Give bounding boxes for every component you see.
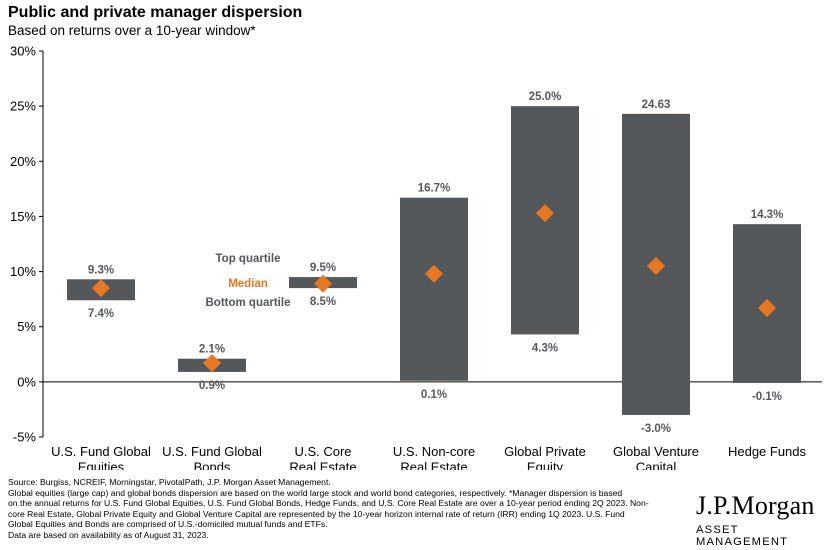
y-tick-label: 5% (17, 319, 36, 334)
legend-median: Median (228, 278, 268, 290)
range-bar (400, 197, 468, 381)
top-quartile-label: 14.3% (751, 209, 784, 221)
y-axis: 30% 25% 20% 15% 10% 5% 0% -5% (10, 44, 822, 445)
top-quartile-label: 16.7% (418, 183, 451, 195)
category-label: Real Estate (289, 460, 356, 471)
footnote-line: Source: Burgiss, NCREIF, Morningstar, Pi… (8, 477, 331, 487)
median-marker (314, 274, 332, 293)
logo-main-text: J.P.Morgan (696, 491, 815, 520)
median-marker (92, 279, 110, 298)
top-quartile-label: 9.5% (310, 262, 336, 274)
category-label: Bonds (194, 460, 231, 471)
top-quartile-label: 25.0% (529, 91, 562, 103)
jpmorgan-logo: J.P.Morgan ASSET MANAGEMENT (696, 491, 826, 549)
median-marker (758, 298, 776, 317)
y-tick-label: 25% (10, 99, 36, 114)
logo-sub-text: ASSET MANAGEMENT (696, 524, 789, 548)
category-label: Hedge Funds (728, 444, 807, 459)
bottom-quartile-label: 0.1% (421, 389, 447, 401)
top-quartile-label: 24.63 (642, 99, 671, 111)
legend-bottom-quartile: Bottom quartile (206, 297, 291, 309)
top-quartile-label: 9.3% (88, 264, 114, 276)
legend: Top quartile Median Bottom quartile (206, 253, 291, 309)
median-marker (536, 204, 554, 223)
bottom-quartile-label: 0.9% (199, 380, 225, 392)
bottom-quartile-label: -0.1% (752, 391, 782, 403)
category-label: Capital (636, 460, 677, 471)
footnote-line: Global equities (large cap) and global b… (8, 487, 623, 498)
bottom-quartile-label: 8.5% (310, 296, 336, 308)
category-label: Global Venture (613, 444, 699, 459)
y-tick-label: 10% (10, 264, 36, 279)
bottom-quartile-label: 4.3% (532, 342, 558, 354)
y-tick-label: 15% (10, 209, 36, 224)
medians-group (92, 204, 776, 373)
category-label: Equity (527, 460, 564, 471)
footnote-line: core Real Estate, Global Private Equity … (8, 508, 625, 519)
footnote-line: on the annual returns for U.S. Fund Glob… (8, 498, 649, 509)
category-label: Equities (78, 460, 125, 471)
bottom-quartile-label: -3.0% (641, 423, 671, 435)
bottom-quartile-label: 7.4% (88, 308, 114, 320)
chart-title: Public and private manager dispersion (8, 4, 303, 21)
chart-subtitle: Based on returns over a 10-year window* (8, 23, 256, 38)
category-label: U.S. Fund Global (162, 444, 262, 459)
y-tick-label: 0% (17, 374, 36, 389)
category-label: Global Private (504, 444, 586, 459)
chart-svg: 30%25%20%15%10%5%0%-5% 9.3%7.4%2.1%0.9%9… (10, 44, 822, 470)
category-label: U.S. Non-core (393, 444, 475, 459)
bars-group (67, 106, 801, 415)
median-marker (203, 354, 221, 373)
category-label: U.S. Fund Global (51, 444, 151, 459)
footnote-line: Data are based on availability as of Aug… (8, 529, 209, 540)
category-label: Real Estate (400, 460, 467, 471)
y-tick-label: 20% (10, 154, 36, 169)
y-tick-label: -5% (13, 430, 37, 445)
footnote-line: Global Equities and Bonds are comprised … (8, 519, 328, 530)
top-quartile-label: 2.1% (199, 344, 225, 356)
legend-top-quartile: Top quartile (216, 253, 281, 265)
median-marker (647, 257, 665, 276)
y-tick-label: 30% (10, 44, 36, 59)
data-labels-group: 9.3% 7.4% 2.1% 0.9% 9.5% 8.5% 16.7% 0.1% 25.0% 4.… (88, 91, 783, 435)
footnote: Source: Burgiss, NCREIF, Morningstar, Pi… (8, 477, 688, 541)
category-label: U.S. Core (294, 444, 351, 459)
median-marker (425, 264, 443, 283)
